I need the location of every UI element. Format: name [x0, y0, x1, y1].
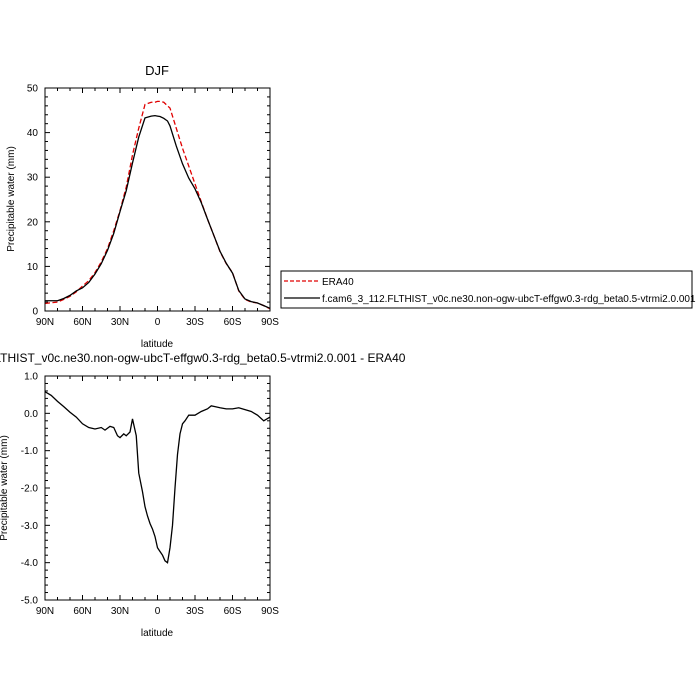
top-panel: DJF 90N 60N 30N 0 30S 60S 90S 0 10 20 30 40 50 latit…: [6, 63, 279, 350]
top-y-tick-label: 40: [27, 128, 39, 139]
top-x-tick-label: 90S: [261, 317, 279, 328]
top-x-tick-label: 60N: [73, 317, 91, 328]
bottom-y-tick-label: -2.0: [21, 484, 39, 495]
top-y-tick-label: 30: [27, 173, 39, 184]
bottom-x-tick-label: 60S: [224, 606, 242, 617]
bottom-chart-title: f.cam6_3_112.FLTHIST_v0c.ne30.non-ogw-ub…: [0, 351, 406, 365]
bottom-y-tick-label: -5.0: [21, 596, 39, 607]
top-y-tick-label: 50: [27, 84, 39, 95]
legend-box: [280, 270, 693, 309]
top-x-tick-label: 30N: [111, 317, 129, 328]
bottom-y-tick-label: 1.0: [24, 372, 38, 383]
top-series-line-1: [44, 100, 271, 310]
bottom-x-tick-label: 30S: [186, 606, 204, 617]
bottom-y-tick-label: -4.0: [21, 558, 39, 569]
bottom-plot-frame: [44, 375, 271, 601]
top-x-tick-label: 60S: [224, 317, 242, 328]
bottom-y-tick-label: -1.0: [21, 446, 39, 457]
legend-label-era40: ERA40: [322, 277, 354, 288]
top-series-line-2: [45, 114, 271, 309]
top-x-tick-label: 30S: [186, 317, 204, 328]
top-y-tick-label: 10: [27, 262, 39, 273]
top-y-tick-label: 0: [32, 307, 38, 318]
bottom-x-tick-label: 90S: [261, 606, 279, 617]
top-chart-title: DJF: [145, 63, 169, 78]
top-x-axis-label: latitude: [141, 339, 174, 350]
bottom-y-axis-label: Precipitable water (mm): [0, 435, 10, 541]
bottom-x-tick-label: 30N: [111, 606, 129, 617]
top-y-axis-label: Precipitable water (mm): [6, 146, 17, 252]
bottom-series-line-1: [44, 391, 271, 564]
bottom-panel: f.cam6_3_112.FLTHIST_v0c.ne30.non-ogw-ub…: [0, 351, 406, 639]
legend: ERA40 f.cam6_3_112.FLTHIST_v0c.ne30.non-…: [280, 270, 696, 309]
bottom-y-tick-label: -3.0: [21, 521, 39, 532]
bottom-x-tick-label: 90N: [36, 606, 54, 617]
bottom-x-axis-label: latitude: [141, 628, 174, 639]
top-y-tick-label: 20: [27, 217, 39, 228]
bottom-y-tick-label: 0.0: [24, 409, 38, 420]
bottom-x-tick-label: 0: [155, 606, 161, 617]
bottom-x-tick-label: 60N: [73, 606, 91, 617]
top-x-tick-label: 0: [155, 317, 161, 328]
top-plot-frame: [44, 87, 271, 312]
legend-label-model: f.cam6_3_112.FLTHIST_v0c.ne30.non-ogw-ub…: [322, 294, 696, 305]
top-x-tick-label: 90N: [36, 317, 54, 328]
